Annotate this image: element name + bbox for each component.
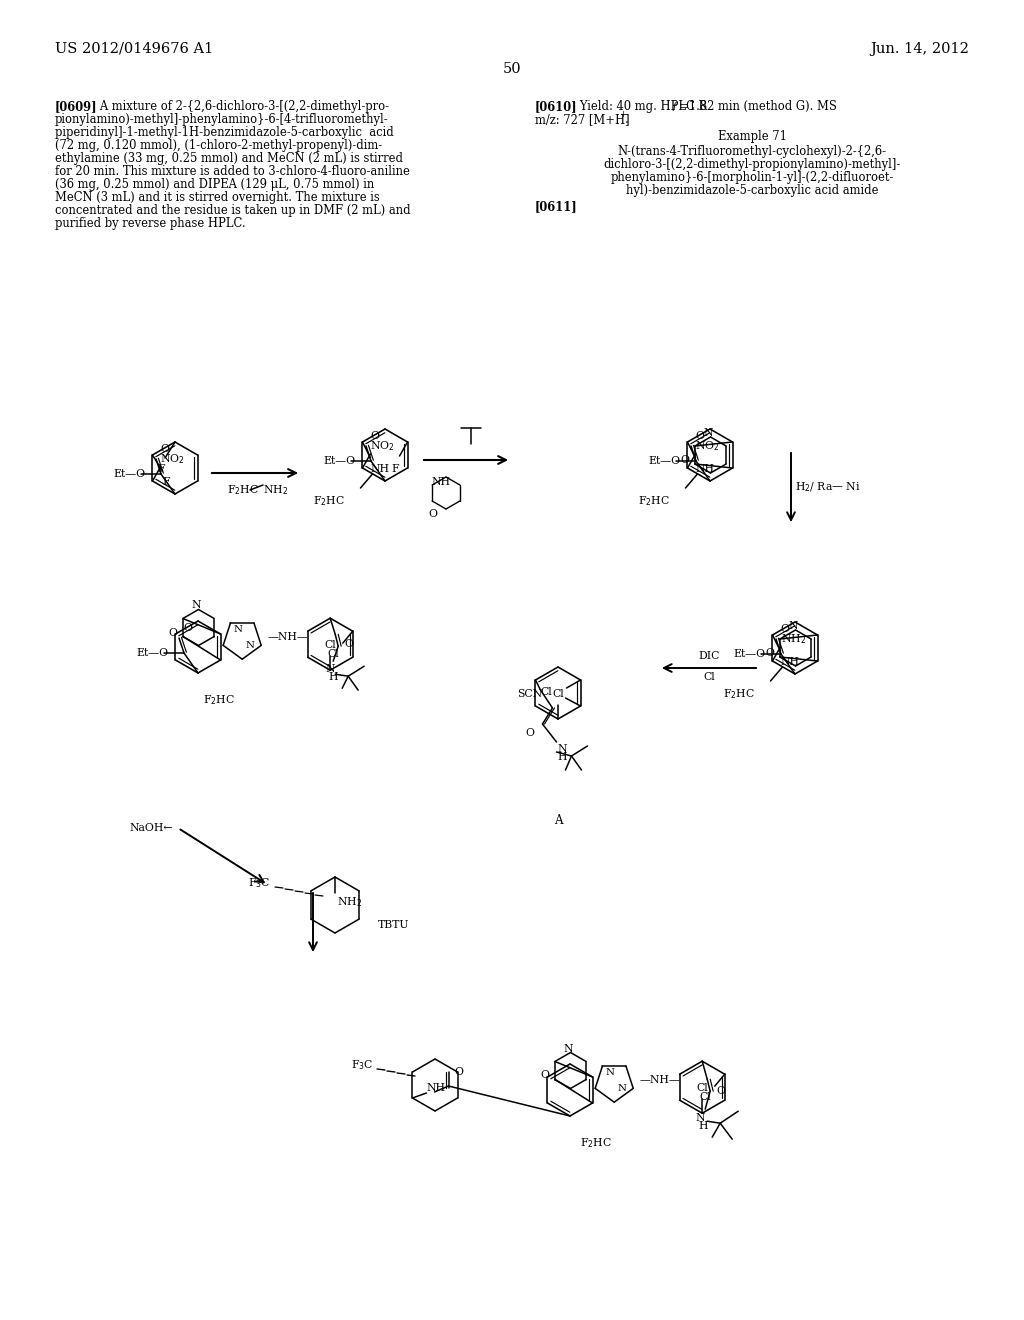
Text: Et—O: Et—O (136, 648, 168, 657)
Text: Et—O: Et—O (113, 469, 145, 479)
Text: O: O (780, 624, 790, 634)
Text: N: N (246, 640, 255, 649)
Text: purified by reverse phase HPLC.: purified by reverse phase HPLC. (55, 216, 246, 230)
Text: TBTU: TBTU (378, 920, 410, 931)
Text: Yield: 40 mg. HPLC R: Yield: 40 mg. HPLC R (569, 100, 708, 114)
Text: =1.82 min (method G). MS: =1.82 min (method G). MS (679, 100, 837, 114)
Text: [0609]: [0609] (55, 100, 97, 114)
Text: NH: NH (695, 465, 715, 474)
Text: US 2012/0149676 A1: US 2012/0149676 A1 (55, 42, 213, 55)
Text: phenylamino}-6-[morpholin-1-yl]-(2,2-difluoroet-: phenylamino}-6-[morpholin-1-yl]-(2,2-dif… (610, 172, 894, 183)
Text: H: H (557, 752, 567, 762)
Text: concentrated and the residue is taken up in DMF (2 mL) and: concentrated and the residue is taken up… (55, 205, 411, 216)
Text: Jun. 14, 2012: Jun. 14, 2012 (870, 42, 969, 55)
Text: O: O (540, 1071, 549, 1081)
Text: Example 71: Example 71 (718, 129, 786, 143)
Text: N: N (326, 664, 335, 675)
Text: NH: NH (371, 465, 389, 474)
Text: O: O (455, 1067, 464, 1077)
Text: piperidinyl]-1-methyl-1H-benzimidazole-5-carboxylic  acid: piperidinyl]-1-methyl-1H-benzimidazole-5… (55, 125, 394, 139)
Text: —NH—: —NH— (639, 1076, 680, 1085)
Text: O: O (344, 639, 353, 649)
Text: NH: NH (426, 1082, 445, 1093)
Text: NH$_2$: NH$_2$ (337, 895, 362, 908)
Text: dichloro-3-[(2,2-dimethyl-propionylamino)-methyl]-: dichloro-3-[(2,2-dimethyl-propionylamino… (603, 158, 901, 172)
Text: F$_2$HC: F$_2$HC (723, 686, 755, 701)
Text: NH: NH (780, 657, 800, 667)
Text: Cl: Cl (541, 686, 553, 697)
Text: NH$_2$: NH$_2$ (781, 632, 807, 645)
Text: O: O (765, 648, 774, 657)
Text: F$_2$HC: F$_2$HC (580, 1137, 612, 1150)
Text: hyl)-benzimidazole-5-carboxylic acid amide: hyl)-benzimidazole-5-carboxylic acid ami… (626, 183, 879, 197)
Text: +: + (618, 110, 627, 119)
Text: NH: NH (431, 477, 450, 487)
Text: F$_2$HC: F$_2$HC (312, 494, 344, 508)
Text: O: O (168, 627, 177, 638)
Text: 50: 50 (503, 62, 521, 77)
Text: NO$_2$: NO$_2$ (161, 451, 185, 466)
Text: O: O (370, 432, 379, 441)
Text: Cl: Cl (703, 672, 715, 682)
Text: pionylamino)-methyl]-phenylamino}-6-[4-trifluoromethyl-: pionylamino)-methyl]-phenylamino}-6-[4-t… (55, 114, 389, 125)
Text: [0611]: [0611] (535, 201, 578, 213)
Text: O: O (183, 623, 193, 634)
Text: MeCN (3 mL) and it is stirred overnight. The mixture is: MeCN (3 mL) and it is stirred overnight.… (55, 191, 380, 205)
Text: N: N (557, 744, 567, 754)
Text: .: . (625, 114, 629, 125)
Text: A: A (554, 814, 562, 828)
Text: F: F (392, 465, 399, 474)
Text: Cl: Cl (552, 689, 564, 700)
Text: O: O (428, 510, 437, 519)
Text: O: O (680, 455, 689, 465)
Text: N: N (191, 601, 202, 610)
Text: F$_2$HC: F$_2$HC (227, 483, 259, 496)
Text: Cl: Cl (327, 649, 339, 659)
Text: m/z: 727 [M+H]: m/z: 727 [M+H] (535, 114, 630, 125)
Text: N: N (695, 1113, 705, 1123)
Text: [0610]: [0610] (535, 100, 578, 114)
Text: F$_2$HC: F$_2$HC (638, 494, 670, 508)
Text: A mixture of 2-{2,6-dichloro-3-[(2,2-dimethyl-pro-: A mixture of 2-{2,6-dichloro-3-[(2,2-dim… (89, 100, 389, 114)
Text: (36 mg, 0.25 mmol) and DIPEA (129 μL, 0.75 mmol) in: (36 mg, 0.25 mmol) and DIPEA (129 μL, 0.… (55, 178, 374, 191)
Text: NO$_2$: NO$_2$ (371, 440, 395, 453)
Text: O: O (160, 444, 169, 454)
Text: F$_3$C: F$_3$C (248, 876, 270, 890)
Text: N: N (788, 620, 799, 631)
Text: F: F (163, 477, 170, 487)
Text: Et—O: Et—O (323, 455, 355, 466)
Text: for 20 min. This mixture is added to 3-chloro-4-fluoro-aniline: for 20 min. This mixture is added to 3-c… (55, 165, 410, 178)
Text: NH$_2$: NH$_2$ (263, 483, 288, 496)
Text: H: H (698, 1121, 708, 1131)
Text: Et—O: Et—O (648, 455, 680, 466)
Text: F$_3$C: F$_3$C (350, 1059, 373, 1072)
Text: F: F (158, 465, 165, 474)
Text: Cl: Cl (696, 1084, 708, 1093)
Text: H$_2$/ Ra— Ni: H$_2$/ Ra— Ni (795, 480, 860, 494)
Text: N: N (703, 428, 714, 438)
Text: O: O (716, 1086, 725, 1096)
Text: DIC: DIC (698, 651, 720, 661)
Text: (72 mg, 0.120 mmol), (1-chloro-2-methyl-propenyl)-dim-: (72 mg, 0.120 mmol), (1-chloro-2-methyl-… (55, 139, 382, 152)
Text: Cl: Cl (325, 640, 336, 651)
Text: N: N (617, 1084, 627, 1093)
Text: Cl: Cl (699, 1092, 711, 1102)
Text: NO$_2$: NO$_2$ (695, 440, 720, 453)
Text: N: N (233, 624, 243, 634)
Text: f: f (673, 102, 677, 111)
Text: Et—O: Et—O (733, 649, 765, 659)
Text: SCN: SCN (517, 689, 543, 700)
Text: N: N (564, 1044, 573, 1053)
Text: O: O (695, 432, 705, 441)
Text: N-(trans-4-Trifluoromethyl-cyclohexyl)-2-{2,6-: N-(trans-4-Trifluoromethyl-cyclohexyl)-2… (617, 145, 887, 158)
Text: N: N (606, 1068, 614, 1077)
Text: NaOH←: NaOH← (129, 822, 173, 833)
Text: ethylamine (33 mg, 0.25 mmol) and MeCN (2 mL) is stirred: ethylamine (33 mg, 0.25 mmol) and MeCN (… (55, 152, 403, 165)
Text: —NH—: —NH— (267, 632, 308, 643)
Text: O: O (525, 729, 535, 738)
Text: H: H (329, 672, 338, 682)
Text: F$_2$HC: F$_2$HC (203, 693, 234, 706)
